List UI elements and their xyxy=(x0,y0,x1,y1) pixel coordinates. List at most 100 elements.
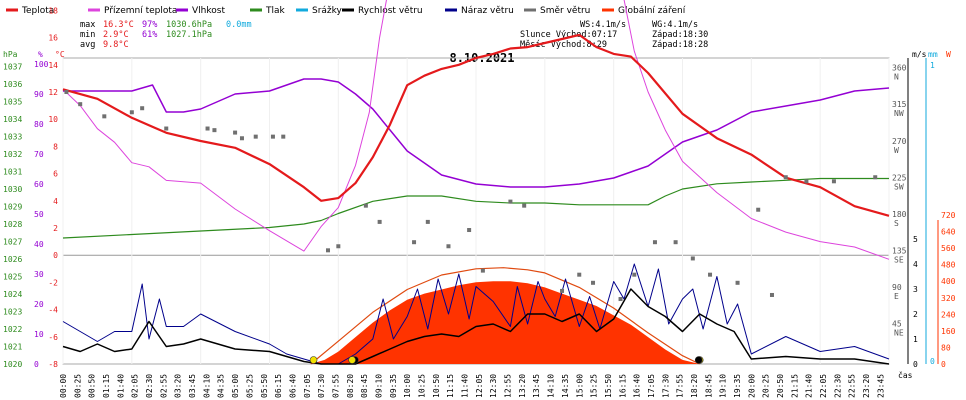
temperature-line xyxy=(62,33,890,217)
wind-direction-point xyxy=(270,134,275,139)
sun-marker xyxy=(694,356,703,364)
celsius-tick: 4 xyxy=(53,197,58,206)
stat-min-pressure: 1027.1hPa xyxy=(166,30,212,40)
ms-tick: 2 xyxy=(913,310,918,319)
wind-speed-line xyxy=(62,288,890,365)
direction-tick: 180 xyxy=(892,210,907,219)
direction-tick: 360 xyxy=(892,64,907,73)
hpa-tick: 1026 xyxy=(3,255,22,264)
ms-tick: 4 xyxy=(913,260,918,269)
x-tick-label: 22:55 xyxy=(848,374,857,398)
humidity-line xyxy=(63,78,890,188)
wind-direction-point xyxy=(618,297,623,302)
wind-direction-point xyxy=(873,175,878,180)
wind-direction-point xyxy=(129,110,134,115)
w-tick: 320 xyxy=(941,294,956,303)
x-tick-label: 07:55 xyxy=(331,374,340,398)
x-tick-label: 09:35 xyxy=(389,374,398,398)
x-tick-label: 15:50 xyxy=(604,374,613,398)
wind-direction-point xyxy=(446,244,451,249)
legend-label: Náraz větru xyxy=(461,6,514,16)
mm-tick: 0 xyxy=(930,357,935,366)
stat-max-label: max xyxy=(80,20,95,30)
pct-tick: 0 xyxy=(34,360,39,369)
pct-tick: 40 xyxy=(34,240,44,249)
x-tick-label: 18:20 xyxy=(690,374,699,398)
x-tick-label: 21:40 xyxy=(805,374,814,398)
hpa-tick: 1029 xyxy=(3,203,22,212)
x-tick-label: 11:40 xyxy=(461,374,470,398)
x-tick-label: 15:00 xyxy=(575,374,584,398)
x-tick-label: 07:30 xyxy=(317,374,326,398)
wind-direction-point xyxy=(253,134,258,139)
celsius-tick: -6 xyxy=(48,333,58,342)
w-tick: 560 xyxy=(941,244,956,253)
hpa-tick: 1021 xyxy=(3,343,22,352)
mm-unit: mm xyxy=(928,50,938,59)
info-wind-gust: WG:4.1m/s xyxy=(652,20,698,30)
x-tick-label: 17:05 xyxy=(647,374,656,398)
radiation-area xyxy=(310,281,700,364)
x-tick-label: 14:35 xyxy=(561,374,570,398)
info-moon-set: Západ:18:28 xyxy=(652,40,708,50)
celsius-tick: 10 xyxy=(48,115,58,124)
hpa-tick: 1034 xyxy=(3,115,22,124)
x-tick-label: 18:45 xyxy=(704,374,713,398)
x-tick-label: 00:25 xyxy=(73,374,82,398)
x-tick-label: 15:25 xyxy=(590,374,599,398)
wind-direction-point xyxy=(377,219,382,224)
x-axis: 00:00 00:25 00:50 01:15 01:40 02:05 02:30 02:55… xyxy=(59,374,885,398)
celsius-tick: -4 xyxy=(48,306,58,315)
x-tick-label: 11:15 xyxy=(446,374,455,398)
x-tick-label: 19:35 xyxy=(733,374,742,398)
legend-label: Globální záření xyxy=(618,6,686,16)
pct-tick: 100 xyxy=(34,60,49,69)
x-tick-label: 03:20 xyxy=(174,374,183,398)
ms-tick: 3 xyxy=(913,285,918,294)
x-tick-label: 13:45 xyxy=(532,374,541,398)
info-sun-set: Západ:18:30 xyxy=(652,30,708,40)
wind-direction-point xyxy=(281,134,286,139)
pct-tick: 70 xyxy=(34,150,44,159)
x-tick-label: 23:45 xyxy=(876,374,885,398)
legend-label: Teplota xyxy=(21,6,54,16)
legend-label: Směr větru xyxy=(540,6,590,16)
wind-direction-point xyxy=(212,128,217,133)
wind-direction-point xyxy=(756,207,761,212)
wind-direction-point xyxy=(412,240,417,245)
pct-tick: 50 xyxy=(34,210,44,219)
wind-direction-point xyxy=(233,130,238,135)
wind-direction-point xyxy=(591,280,596,285)
pressure-line xyxy=(62,177,889,239)
direction-label: NE xyxy=(894,328,904,337)
stat-max-temp: 16.3°C xyxy=(103,20,134,30)
direction-label: W xyxy=(894,146,899,155)
x-tick-label: 16:15 xyxy=(618,374,627,398)
x-tick-label: 04:35 xyxy=(217,374,226,398)
stat-max-rain: 0.0mm xyxy=(226,20,252,30)
celsius-tick: 8 xyxy=(53,142,58,151)
sun-marker xyxy=(348,356,356,364)
x-tick-label: 22:05 xyxy=(819,374,828,398)
w-tick: 640 xyxy=(941,228,956,237)
hpa-unit: hPa xyxy=(3,50,18,59)
w-tick: 400 xyxy=(941,277,956,286)
wind-direction-point xyxy=(205,126,210,131)
direction-label: E xyxy=(894,292,899,301)
direction-tick: 90 xyxy=(892,283,902,292)
stats-block: max 16.3°C 97% 1030.6hPa 0.0mm min 2.9°C… xyxy=(80,20,252,50)
wind-direction-point xyxy=(708,272,713,277)
direction-tick: 225 xyxy=(892,173,907,182)
pct-tick: 10 xyxy=(34,330,44,339)
wind-direction-point xyxy=(804,179,809,184)
ms-tick: 1 xyxy=(913,335,918,344)
x-tick-label: 12:05 xyxy=(475,374,484,398)
wind-direction-point xyxy=(467,228,472,233)
wind-direction-point xyxy=(363,203,368,208)
legend-label: Vlhkost xyxy=(192,6,225,16)
x-tick-label: 03:45 xyxy=(188,374,197,398)
ground-temp-line xyxy=(62,0,890,260)
x-tick-label: 20:00 xyxy=(747,374,756,398)
legend-label: Tlak xyxy=(265,6,286,16)
